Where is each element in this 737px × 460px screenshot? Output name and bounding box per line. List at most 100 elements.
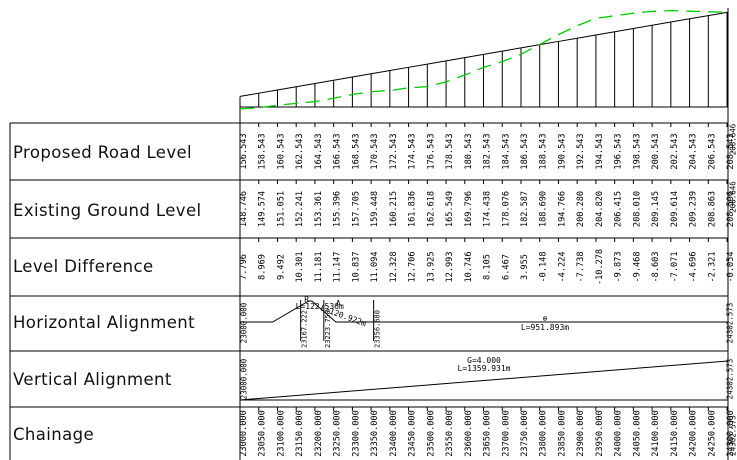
chainage-value: 24050.000 [632,410,642,457]
level-difference-value: -9.468 [632,251,642,282]
chainage-value: 24000.000 [614,410,624,457]
chainage-value: 23250.000 [333,410,343,457]
proposed-level-value: 176.543 [426,133,436,169]
level-difference-value: 11.147 [333,251,343,282]
level-difference-value: 9.492 [276,254,286,280]
proposed-level-value: 192.543 [576,133,586,169]
level-difference-value: -7.738 [576,251,586,282]
chainage-value: 24200.000 [689,410,699,457]
proposed-level-value: 200.543 [651,133,661,169]
existing-level-value: 157.705 [351,191,361,227]
existing-level-value: 162.618 [426,191,436,227]
row-label-existing-ground-level: Existing Ground Level [13,201,202,220]
proposed-level-value: 204.543 [689,133,699,169]
proposed-level-value: 196.543 [614,133,624,169]
horizontal-alignment-diagram: 23000.000 23167.222 23223.758 23356.680 2430… [240,295,735,348]
existing-level-value: 159.448 [370,191,380,227]
ha-straight-symbol: ⊕ [543,314,548,323]
chainage-value: 23050.000 [258,410,268,457]
level-difference-value: -4.224 [557,251,567,282]
chainage-value: 23800.000 [539,410,549,457]
chainage-value: 24100.000 [651,410,661,457]
profile-table-frame [9,8,729,460]
level-difference-value: -9.873 [614,251,624,282]
chainage-value: 23150.000 [295,410,305,457]
existing-level-value: 161.836 [408,191,418,227]
existing-level-value: 208.596 [726,191,736,227]
existing-level-value: 160.215 [389,191,399,227]
existing-level-value: 149.574 [258,191,268,227]
proposed-level-value: 156.543 [239,133,249,169]
profile-elevation-area [239,9,729,110]
level-difference-value: 12.328 [389,251,399,282]
row-label-proposed-road-level: Proposed Road Level [13,143,193,162]
level-difference-value: 11.094 [370,251,380,282]
vertical-grade-line [239,360,729,401]
chainage-value: 23500.000 [426,410,436,457]
chainage-value: 23100.000 [276,410,286,457]
chainage-value: 23450.000 [408,410,418,457]
proposed-level-value: 180.543 [464,133,474,169]
end-existing-value: 208.646 [729,181,737,213]
ha-start-chainage: 23000.000 [240,302,249,343]
level-difference-value: 10.746 [464,251,474,282]
existing-level-value: 204.820 [595,191,605,227]
proposed-level-value: 158.543 [258,133,268,169]
existing-level-value: 148.746 [239,191,249,227]
proposed-level-value: 194.543 [595,133,605,169]
end-proposed-value: 208.646 [729,123,737,155]
proposed-level-value: 160.543 [276,133,286,169]
proposed-level-value: 184.543 [501,133,511,169]
chainage-value: 23550.000 [445,410,455,457]
existing-level-value: 208.010 [632,191,642,227]
existing-level-value: 194.766 [557,191,567,227]
proposed-level-value: 164.543 [314,133,324,169]
chainage-value: 24150.000 [670,410,680,457]
proposed-level-value: 174.543 [408,133,418,169]
chainage-value: 23350.000 [370,410,380,457]
va-grade: G=4.000 [467,356,501,365]
proposed-level-value: 168.543 [351,133,361,169]
existing-level-value: 188.690 [539,191,549,227]
proposed-level-value: 186.543 [520,133,530,169]
proposed-level-value: 172.543 [389,133,399,169]
chainage-value: 24250.000 [707,410,717,457]
level-difference-value: -4.696 [689,251,699,282]
existing-level-value: 155.396 [333,191,343,227]
level-difference-value: -2.321 [707,251,717,282]
chainage-value: 23300.000 [351,410,361,457]
proposed-level-value: 162.543 [295,133,305,169]
chainage-value: 24300.000 [726,410,736,457]
proposed-level-value: 166.543 [333,133,343,169]
proposed-level-value: 208.543 [726,133,736,169]
ha-tangent-point-1: 23167.222 [301,310,309,348]
existing-level-value: 200.280 [576,191,586,227]
existing-level-value: 152.241 [295,191,305,227]
chainage-value: 23400.000 [389,410,399,457]
level-difference-value: -10.278 [595,249,605,285]
proposed-level-value: 170.543 [370,133,380,169]
row-label-horizontal-alignment: Horizontal Alignment [13,313,196,332]
ha-spiral-label: A [336,299,341,308]
ha-curve-length: L=122.536m [296,302,344,311]
row-label-chainage: Chainage [13,425,95,444]
level-difference-value: -0.148 [539,251,549,282]
level-difference-value: -7.071 [670,251,680,282]
ha-end-chainage: 24302.573 [726,303,735,344]
level-difference-value: 12.706 [408,251,418,282]
va-end-chainage: 24302.573 [726,359,735,400]
chainage-value: 23700.000 [501,410,511,457]
level-difference-value: 7.796 [239,254,249,280]
existing-level-value: 169.796 [464,191,474,227]
end-chainage-value: 24302.573 [729,415,737,456]
level-difference-value: -8.603 [651,251,661,282]
level-difference-value: 6.467 [501,254,511,280]
va-start-chainage: 23000.000 [240,358,249,399]
level-difference-value: -0.054 [726,251,736,282]
chainage-value: 23900.000 [576,410,586,457]
existing-level-value: 178.076 [501,191,511,227]
proposed-level-value: 182.543 [483,133,493,169]
existing-level-value: 206.415 [614,191,624,227]
ha-curve-label: R [304,295,309,304]
